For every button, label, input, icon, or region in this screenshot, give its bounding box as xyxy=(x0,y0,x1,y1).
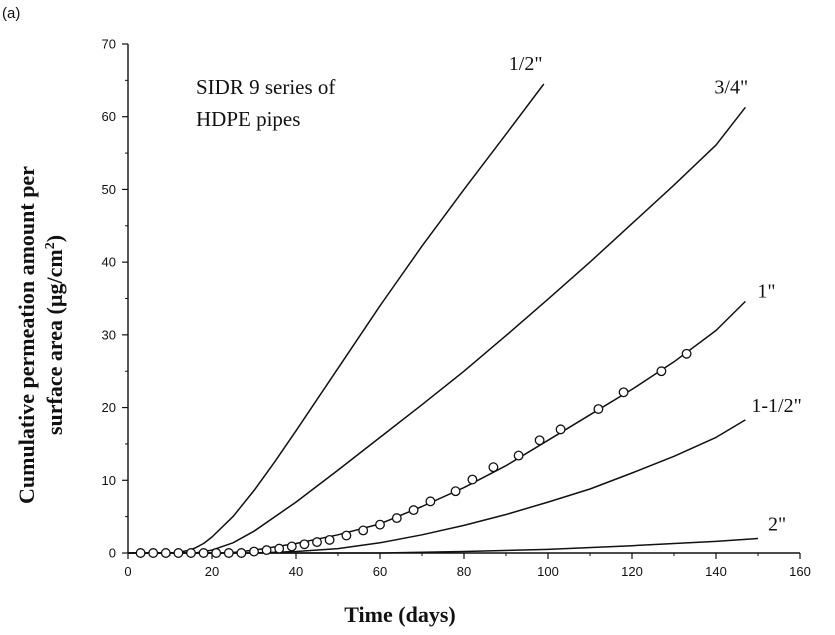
data-point xyxy=(173,548,184,558)
series-label: 3/4" xyxy=(714,76,748,98)
annotation-line-1: SIDR 9 series of xyxy=(196,75,335,99)
data-point xyxy=(467,474,478,485)
annotation-line-2: HDPE pipes xyxy=(196,107,300,131)
data-point xyxy=(236,548,247,558)
x-tick-label: 140 xyxy=(705,564,727,579)
y-tick-label: 40 xyxy=(102,255,116,270)
data-point xyxy=(148,548,159,558)
y-tick-label: 30 xyxy=(102,327,116,342)
y-tick-label: 10 xyxy=(102,473,116,488)
data-point xyxy=(375,519,385,530)
data-point xyxy=(198,548,209,558)
data-point xyxy=(249,546,259,557)
data-point xyxy=(358,525,369,536)
data-point xyxy=(618,387,629,398)
x-tick-label: 60 xyxy=(373,564,387,579)
data-point xyxy=(408,505,419,516)
data-point xyxy=(186,548,196,558)
y-axis-title-line2: surface area (µg/cm2) xyxy=(42,235,67,435)
series-line xyxy=(128,300,746,554)
data-point xyxy=(534,435,545,446)
data-markers xyxy=(135,348,692,558)
series-line xyxy=(128,419,746,554)
data-point xyxy=(223,548,234,558)
data-point xyxy=(425,496,436,507)
data-point xyxy=(391,513,402,524)
data-point xyxy=(681,348,692,359)
data-point xyxy=(135,548,146,558)
data-point xyxy=(513,450,524,461)
series-label: 1-1/2" xyxy=(751,395,801,417)
data-point xyxy=(593,404,604,414)
y-axis-title-line1: Cumulative permeation amount per xyxy=(14,166,39,504)
data-point xyxy=(488,462,499,473)
series-label: 1/2" xyxy=(509,53,543,75)
data-point xyxy=(211,548,222,558)
x-tick-label: 100 xyxy=(537,564,559,579)
y-tick-label: 50 xyxy=(102,182,116,197)
series-line xyxy=(128,106,746,554)
y-axis-title-line2-suffix: ) xyxy=(42,235,67,242)
x-tick-label: 120 xyxy=(621,564,643,579)
series-lines xyxy=(128,83,759,554)
x-tick-label: 20 xyxy=(205,564,219,579)
y-axis-ticks: 0 10 20 30 40 50 60 70 xyxy=(102,37,128,561)
y-axis-title-line2-prefix: surface area (µg/cm xyxy=(42,249,67,435)
x-tick-label: 80 xyxy=(457,564,471,579)
data-point xyxy=(341,530,352,541)
y-tick-label: 70 xyxy=(102,37,116,52)
data-point xyxy=(555,424,566,435)
series-label: 2" xyxy=(768,513,786,535)
x-axis-title: Time (days) xyxy=(344,602,455,627)
x-tick-label: 160 xyxy=(789,564,811,579)
y-tick-label: 0 xyxy=(109,546,116,561)
data-point xyxy=(299,539,310,550)
data-point xyxy=(274,543,285,554)
data-point xyxy=(450,486,461,497)
data-point xyxy=(656,366,667,377)
y-axis-title-superscript: 2 xyxy=(43,242,58,249)
x-tick-label: 0 xyxy=(124,564,131,579)
data-point xyxy=(160,548,171,558)
series-line xyxy=(128,537,759,554)
y-tick-label: 60 xyxy=(102,109,116,124)
series-label: 1" xyxy=(757,280,775,302)
series-line xyxy=(128,83,545,554)
data-point xyxy=(286,541,297,552)
panel-label: (a) xyxy=(2,5,20,22)
data-point xyxy=(324,534,335,545)
series-labels: 1/2" 3/4" 1" 1-1/2" 2" xyxy=(509,53,802,535)
data-point xyxy=(261,545,272,556)
data-point xyxy=(312,537,322,548)
x-tick-label: 40 xyxy=(289,564,303,579)
x-axis-ticks: 0 20 40 60 80 100 120 140 160 xyxy=(124,553,811,579)
y-tick-label: 20 xyxy=(102,400,116,415)
